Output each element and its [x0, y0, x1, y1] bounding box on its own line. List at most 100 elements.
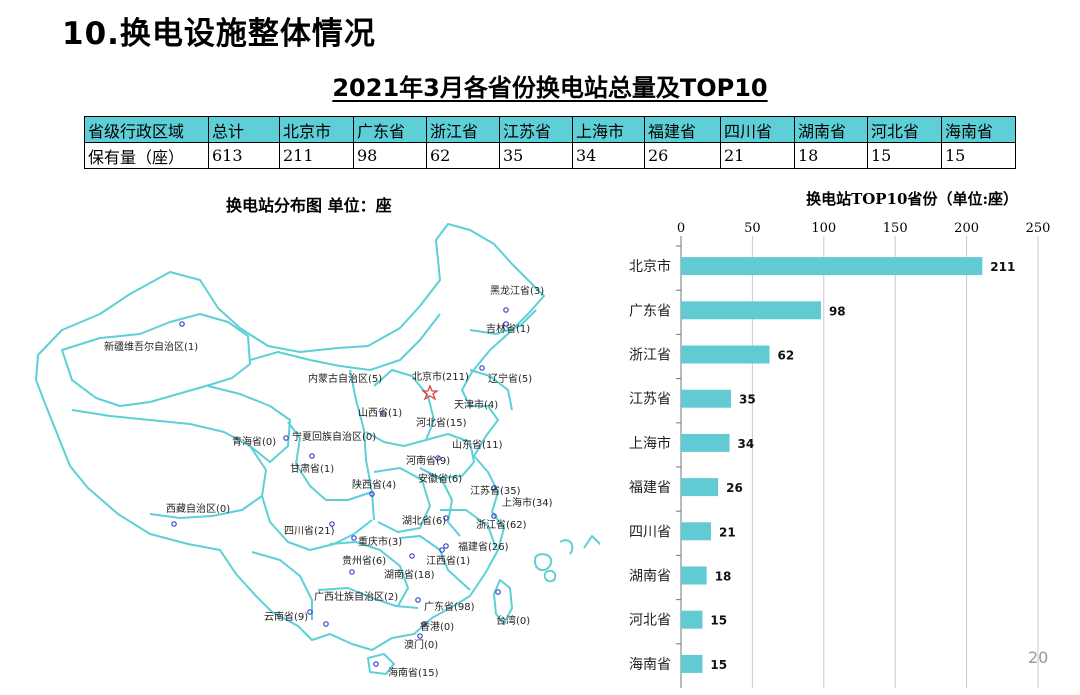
table-cell: 上海市: [572, 116, 645, 143]
map-province-label: 内蒙古自治区(5): [308, 372, 382, 385]
category-label: 江苏省: [629, 392, 671, 408]
province-border: [365, 369, 435, 447]
slide-subtitle: 2021年3月各省份换电站总量及TOP10: [332, 74, 768, 102]
province-border: [373, 467, 431, 533]
category-label: 河北省: [629, 613, 671, 629]
bar-value-label: 98: [829, 304, 846, 318]
map-province-label: 四川省(21): [284, 524, 335, 537]
category-label: 广东省: [629, 303, 671, 319]
map-station-dot: [349, 569, 355, 575]
category-label: 四川省: [629, 524, 671, 540]
bar: [681, 389, 731, 408]
bar: [681, 610, 703, 629]
map-station-dot: [283, 435, 289, 441]
province-border: [207, 385, 291, 463]
bar: [681, 257, 983, 276]
map-station-dot: [491, 513, 497, 519]
map-station-dot: [171, 521, 177, 527]
map-province-label: 辽宁省(5): [488, 372, 532, 385]
table-header-row: 省级行政区域 总计 北京市 广东省 浙江省 江苏省 上海市 福建省 四川省 湖南…: [84, 116, 1016, 143]
south-sea-islands: [534, 535, 600, 572]
x-tick-label: 250: [1026, 221, 1051, 236]
bar-value-label: 34: [738, 437, 755, 451]
map-province-label: 青海省(0): [232, 435, 276, 448]
category-label: 海南省: [629, 657, 671, 673]
map-station-dot: [495, 589, 501, 595]
table-cell: 江苏省: [499, 116, 573, 143]
province-border: [249, 313, 441, 371]
map-province-label: 黑龙江省(3): [490, 284, 544, 297]
map-province-label: 河北省(15): [416, 416, 467, 429]
map-province-label: 陕西省(4): [352, 478, 396, 491]
category-label: 北京市: [629, 258, 671, 275]
map-labels: 新疆维吾尔自治区(1) 西藏自治区(0) 青海省(0) 甘肃省(1) 宁夏回族自治区(0…: [104, 284, 553, 679]
page-number: 20: [1028, 648, 1049, 667]
map-province-label: 海南省(15): [388, 666, 439, 679]
map-province-label: 重庆市(3): [358, 535, 402, 548]
top10-bar-chart: 换电站TOP10省份（单位:座） 0 50 100 150 200 250 北京市广东省浙…: [629, 190, 1051, 688]
map-province-label: 江西省(1): [426, 554, 470, 567]
table-cell: 海南省: [941, 116, 1016, 143]
category-label: 浙江省: [629, 348, 671, 364]
table-row: 保有量（座） 613 211 98 62 35 34 26 21 18 15 1…: [84, 142, 1016, 169]
province-border: [61, 313, 251, 407]
table-cell: 15: [941, 142, 1016, 169]
table-cell: 98: [353, 142, 427, 169]
map-station-dot: [329, 521, 335, 527]
map-province-label: 广西壮族自治区(2): [314, 590, 398, 603]
x-tick-label: 50: [744, 221, 761, 236]
map-station-dot: [409, 553, 415, 559]
bar-value-label: 21: [719, 525, 736, 539]
map-province-label: 新疆维吾尔自治区(1): [104, 340, 198, 353]
province-border: [317, 587, 419, 609]
map-province-label: 吉林省(1): [486, 322, 530, 335]
south-sea-islands: [543, 569, 557, 583]
table-cell: 湖南省: [794, 116, 868, 143]
map-station-dot: [179, 321, 185, 327]
bar: [681, 566, 707, 585]
table-cell: 四川省: [720, 116, 795, 143]
map-station-dot: [439, 547, 445, 553]
map-station-dot: [443, 543, 449, 549]
x-tick-label: 150: [883, 221, 908, 236]
slide-title: 10.换电设施整体情况: [62, 16, 376, 52]
map-station-dot: [369, 491, 375, 497]
table-cell: 62: [426, 142, 500, 169]
map-province-label: 广东省(98): [424, 600, 475, 613]
map-province-label: 宁夏回族自治区(0): [292, 430, 376, 443]
map-station-dot: [421, 621, 427, 627]
x-axis-ticks: 0 50 100 150 200 250: [677, 221, 1051, 236]
hainan-outline: [367, 653, 395, 675]
map-station-dot: [415, 597, 421, 603]
map-province-label: 安徽省(6): [418, 472, 462, 485]
map-province-label: 湖北省(6): [402, 514, 446, 527]
map-province-label: 山西省(1): [358, 406, 402, 419]
bar-value-label: 26: [726, 481, 743, 495]
table-cell: 总计: [208, 116, 280, 143]
table-cell: 26: [644, 142, 721, 169]
table-cell: 34: [572, 142, 645, 169]
map-station-dot: [491, 485, 497, 491]
map-station-dot: [443, 515, 449, 521]
province-border: [287, 421, 373, 501]
table-cell: 福建省: [644, 116, 721, 143]
bar: [681, 654, 703, 673]
chart-title: 换电站TOP10省份（单位:座）: [806, 190, 1018, 208]
map-outline: [35, 223, 600, 675]
map-province-label: 北京市(211): [412, 370, 469, 383]
province-border: [261, 495, 373, 551]
table-cell: 18: [794, 142, 868, 169]
map-province-label: 福建省(26): [458, 540, 509, 553]
table-cell: 15: [867, 142, 942, 169]
map-station-dot: [309, 453, 315, 459]
category-label: 湖南省: [629, 569, 671, 585]
map-province-label: 甘肃省(1): [290, 462, 334, 475]
chart-bars: [681, 257, 983, 673]
province-border: [251, 551, 313, 620]
table-cell: 35: [499, 142, 573, 169]
map-province-label: 西藏自治区(0): [166, 502, 230, 515]
province-border: [469, 309, 537, 335]
bar-value-label: 211: [990, 260, 1015, 274]
table-cell: 广东省: [353, 116, 427, 143]
